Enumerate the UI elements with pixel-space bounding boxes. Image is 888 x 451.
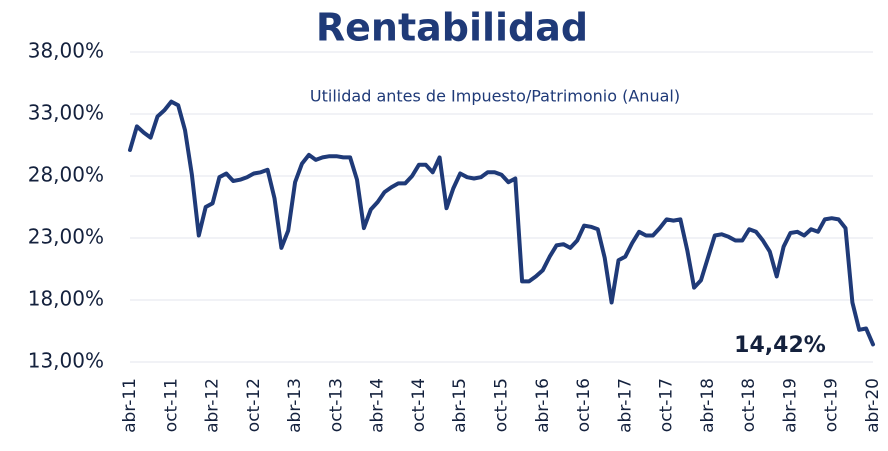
x-tick-label: abr-16 [533, 378, 553, 433]
x-tick-label: oct-13 [326, 378, 346, 432]
x-tick-label: abr-15 [450, 378, 470, 433]
x-tick-label: oct-15 [492, 378, 512, 432]
x-tick-label: abr-14 [368, 378, 388, 433]
x-tick-label: oct-17 [657, 378, 677, 432]
annotation: 14,42% [734, 333, 826, 358]
x-tick-label: oct-11 [161, 378, 181, 432]
chart-subtitle: Utilidad antes de Impuesto/Patrimonio (A… [310, 87, 680, 106]
y-tick-label: 38,00% [28, 39, 104, 63]
x-tick-label: oct-12 [244, 378, 264, 432]
chart-title: Rentabilidad [316, 6, 588, 50]
x-tick-label: abr-20 [863, 378, 883, 433]
y-tick-label: 28,00% [28, 163, 104, 187]
x-tick-label: abr-18 [698, 378, 718, 433]
x-tick-label: abr-19 [780, 378, 800, 433]
x-tick-label: abr-11 [120, 378, 140, 433]
y-tick-label: 23,00% [28, 225, 104, 249]
x-tick-label: oct-18 [739, 378, 759, 432]
x-tick-label: oct-14 [409, 378, 429, 432]
x-tick-label: abr-17 [615, 378, 635, 433]
line [128, 99, 875, 347]
x-tick-label: oct-19 [822, 378, 842, 432]
x-tick-label: oct-16 [574, 378, 594, 432]
x-tick-label: abr-12 [203, 378, 223, 433]
y-tick-label: 13,00% [28, 349, 104, 373]
y-tick-label: 33,00% [28, 101, 104, 125]
x-tick-label: abr-13 [285, 378, 305, 433]
y-tick-label: 18,00% [28, 287, 104, 311]
